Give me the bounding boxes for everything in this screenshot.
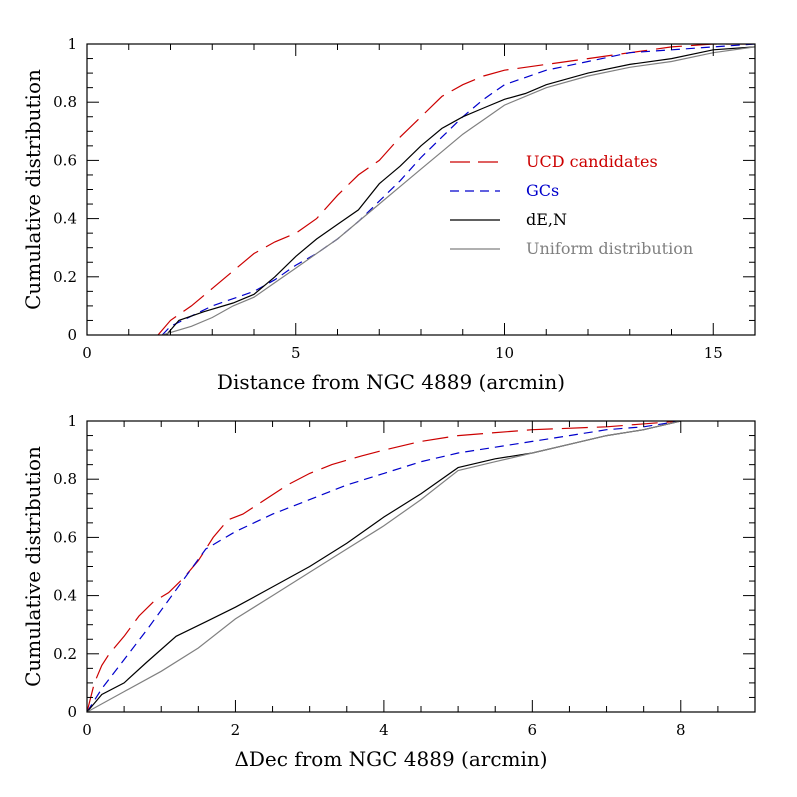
x-tick-label: 4	[379, 721, 389, 739]
y-tick-label: 0.2	[53, 268, 77, 286]
y-tick-label: 0.6	[53, 528, 77, 546]
series-line-ucd-candidates	[157, 44, 755, 335]
x-tick-label: 0	[82, 344, 92, 362]
x-tick-label: 10	[495, 344, 514, 362]
top-panel: 0 5 10 15 0 0.2 0.4 0.6 0.8 1 Distance from NGC 48…	[21, 35, 756, 394]
x-axis-label: Distance from NGC 4889 (arcmin)	[217, 370, 565, 394]
legend-label: UCD candidates	[526, 152, 658, 171]
y-tick-label: 0.8	[53, 470, 77, 488]
y-axis-label: Cumulative distribution	[21, 69, 45, 310]
legend-label: Uniform distribution	[526, 239, 693, 258]
y-tick-label: 0	[67, 703, 77, 721]
y-tick-label: 0.2	[53, 645, 77, 663]
y-tick-label: 0.8	[53, 93, 77, 111]
y-tick-label: 1	[67, 35, 77, 53]
y-tick-label: 1	[67, 412, 77, 430]
y-tick-label: 0.4	[53, 587, 77, 605]
bottom-panel: 0 2 4 6 8 0 0.2 0.4 0.6 0.8 1 ΔDec from NGC 4889 (a…	[21, 412, 756, 771]
plot-frame	[86, 420, 756, 713]
legend-label: GCs	[526, 181, 559, 200]
series-line-de-n	[165, 46, 755, 335]
series-line-ucd-candidates	[87, 421, 681, 712]
legend-label: dE,N	[526, 210, 567, 229]
series-line-uniform-distribution	[87, 421, 681, 712]
x-tick-label: 2	[231, 721, 241, 739]
series-line-uniform-distribution	[162, 46, 755, 335]
x-tick-label: 15	[704, 344, 723, 362]
series-line-de-n	[87, 421, 681, 712]
plot-frame	[86, 43, 756, 336]
x-tick-label: 6	[528, 721, 538, 739]
series-line-gcs	[161, 44, 755, 335]
y-axis-label: Cumulative distribution	[21, 446, 45, 687]
x-axis-label: ΔDec from NGC 4889 (arcmin)	[234, 747, 547, 771]
y-tick-label: 0.6	[53, 151, 77, 169]
x-tick-label: 0	[82, 721, 92, 739]
x-tick-label: 5	[291, 344, 301, 362]
y-tick-label: 0	[67, 326, 77, 344]
series-line-gcs	[87, 421, 681, 712]
y-tick-label: 0.4	[53, 210, 77, 228]
x-tick-label: 8	[676, 721, 686, 739]
